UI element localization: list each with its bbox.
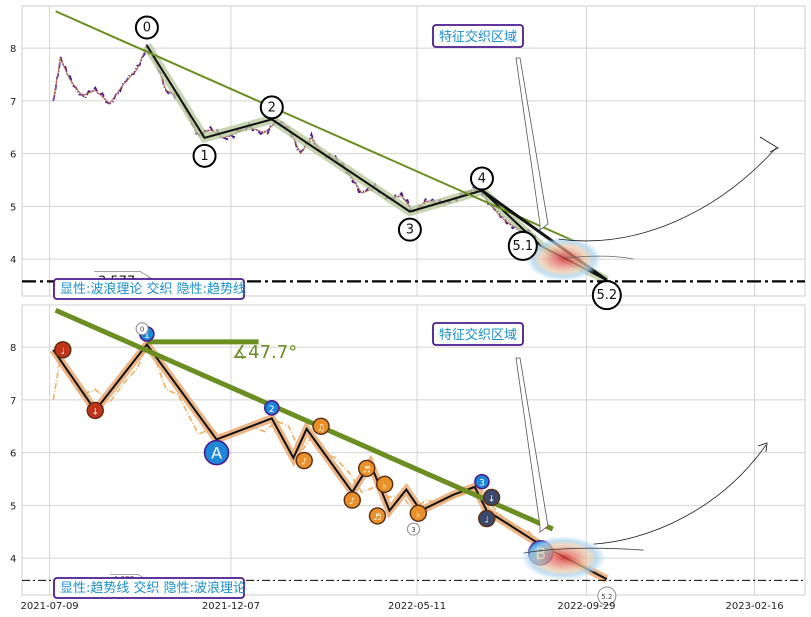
bottom-note-marker xyxy=(86,401,104,420)
top-wave-label-circle xyxy=(134,15,159,40)
bottom-note-glyph: ♩ xyxy=(61,347,65,357)
top-wave-label: 1 xyxy=(200,149,208,164)
top-y-tick-label: 4 xyxy=(10,255,16,266)
top-forecast-head xyxy=(759,136,779,153)
top-wave-label: 4 xyxy=(478,172,486,187)
x-tick-label: 2021-12-07 xyxy=(202,601,260,612)
bottom-wave-label-circle xyxy=(203,439,230,466)
bottom-annotation-box xyxy=(432,322,524,346)
x-tick-label: 2023-02-16 xyxy=(725,601,783,612)
bottom-note-glyph: ↓ xyxy=(488,494,496,504)
bottom-note-glyph: ♭ xyxy=(383,481,387,491)
top-wave-label-circle xyxy=(192,143,217,168)
top-wave-label: 5.1 xyxy=(512,239,533,254)
bottom-note-marker xyxy=(312,417,330,435)
top-wave-label: 2 xyxy=(268,100,276,115)
top-caption: 显性:波浪理论 交织 隐性:趋势线 xyxy=(60,281,246,297)
axis-layer: 4 5 6 7 8 4 5 6 7 8 2021-07-09 2021-12-07 2022-05-11… xyxy=(10,44,784,612)
bottom-note-marker xyxy=(54,341,72,359)
bottom-forecast-head xyxy=(757,442,768,453)
bottom-annotation-text: 特征交织区域 xyxy=(439,327,517,343)
top-forecast-curve xyxy=(558,147,777,242)
top-wave-label-circle xyxy=(469,166,494,191)
bottom-wave-label-circle xyxy=(474,473,490,490)
bottom-heat-curve xyxy=(523,547,644,554)
bottom-caption: 显性:趋势线 交织 隐性:波浪理论 xyxy=(60,580,246,596)
bottom-ghost-label: 0 xyxy=(140,326,144,334)
bottom-note-glyph: ♭ xyxy=(416,510,420,520)
x-tick-label: 2021-07-09 xyxy=(21,601,79,612)
bottom-y-tick-label: 4 xyxy=(10,554,16,565)
top-y-tick-label: 7 xyxy=(10,97,16,108)
bottom-caption-box xyxy=(53,577,245,599)
bottom-note-glyph: ♪ xyxy=(349,497,355,507)
top-y-tick-label: 6 xyxy=(10,150,16,161)
top-wave-label-circle xyxy=(591,280,622,311)
top-heat-curve xyxy=(563,255,634,260)
bottom-panel-layer: ∡47.7°♩↓♪♫♪♬♭♬♭♩↓AB231035.23.577特征交织区域显性… xyxy=(22,307,805,606)
top-y-tick-label: 5 xyxy=(10,202,16,213)
bottom-ghost-circle xyxy=(597,586,617,606)
top-trendline xyxy=(55,10,574,242)
bottom-wave-label: 3 xyxy=(479,479,485,489)
bottom-ghost-circle xyxy=(407,522,420,536)
bottom-note-glyph: ♬ xyxy=(373,513,381,523)
top-wave-label-circle xyxy=(259,95,284,120)
bottom-wave-label: A xyxy=(211,444,222,463)
top-annotation-text: 特征交织区域 xyxy=(439,29,517,45)
top-wave-label-circle xyxy=(507,230,538,261)
bottom-wave-label-circle xyxy=(263,400,280,416)
bottom-annotation-arrow xyxy=(515,357,549,533)
x-tick-label: 2022-09-29 xyxy=(557,601,615,612)
top-y-tick-label: 8 xyxy=(10,44,16,55)
top-annotation-box xyxy=(432,24,524,48)
bottom-note-marker xyxy=(357,459,376,478)
bottom-ghost-circle xyxy=(135,322,149,336)
bottom-note-marker xyxy=(482,488,501,507)
bottom-heat-zone xyxy=(521,536,606,581)
bottom-y-tick-label: 8 xyxy=(10,343,16,354)
bottom-note-marker xyxy=(343,491,361,509)
bottom-note-glyph: ♫ xyxy=(317,423,325,433)
bottom-note-glyph: ↓ xyxy=(91,407,99,417)
top-wave-label: 3 xyxy=(406,223,414,238)
top-wave-label: 0 xyxy=(143,21,151,36)
x-tick-label: 2022-05-11 xyxy=(388,601,446,612)
bottom-angle-label: ∡47.7° xyxy=(232,342,297,363)
top-wave-label-circle xyxy=(397,217,422,242)
top-caption-box xyxy=(53,278,245,300)
bottom-note-glyph: ♬ xyxy=(363,465,371,475)
top-heat-zone xyxy=(525,237,602,282)
bottom-y-tick-label: 6 xyxy=(10,449,16,460)
bottom-note-marker xyxy=(375,475,394,493)
bottom-y-tick-label: 5 xyxy=(10,501,16,512)
bottom-forecast-curve xyxy=(593,444,767,545)
bottom-trendline xyxy=(54,307,554,532)
bottom-note-marker xyxy=(368,507,387,525)
bottom-note-marker xyxy=(295,451,313,470)
bottom-wave-label: 2 xyxy=(269,405,275,415)
bottom-y-tick-label: 7 xyxy=(10,396,16,407)
top-wave-label: 5.2 xyxy=(597,288,618,303)
bottom-note-marker xyxy=(478,509,496,528)
bottom-wave-label: 1 xyxy=(144,331,150,341)
bottom-note-marker xyxy=(409,504,428,522)
bottom-ghost-label: 5.2 xyxy=(601,593,612,601)
bottom-note-glyph: ♩ xyxy=(485,516,489,526)
top-annotation-arrow xyxy=(515,57,549,231)
bottom-ghost-label: 3 xyxy=(411,526,415,534)
bottom-note-glyph: ♪ xyxy=(301,458,307,468)
